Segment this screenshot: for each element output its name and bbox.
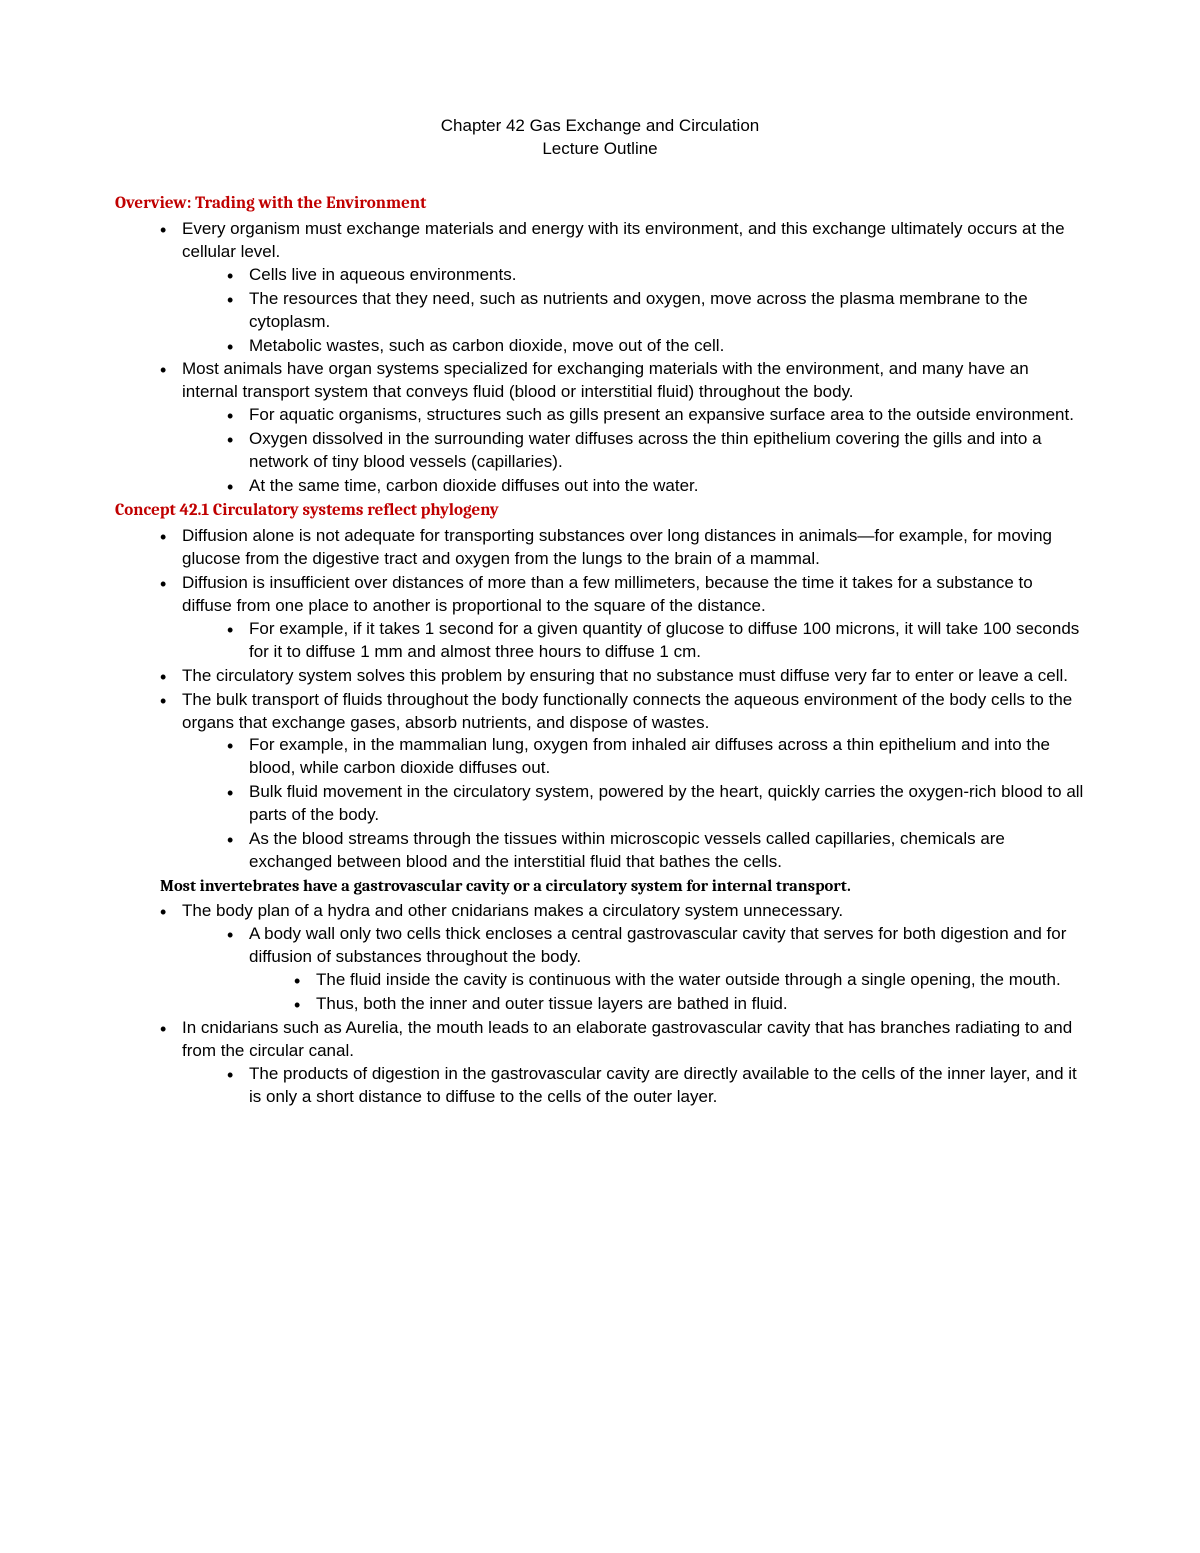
list-item: A body wall only two cells thick enclose… — [227, 923, 1085, 1016]
list-item: Diffusion alone is not adequate for tran… — [160, 525, 1085, 571]
overview-heading: Overview: Trading with the Environment — [115, 193, 1085, 216]
bullet-text: The bulk transport of fluids throughout … — [182, 690, 1072, 732]
bullet-text: A body wall only two cells thick enclose… — [249, 924, 1066, 966]
list-item: Diffusion is insufficient over distances… — [160, 572, 1085, 664]
list-item: The circulatory system solves this probl… — [160, 665, 1085, 688]
bullet-text: For aquatic organisms, structures such a… — [249, 405, 1074, 424]
chapter-title: Chapter 42 Gas Exchange and Circulation — [115, 115, 1085, 138]
bullet-text: Oxygen dissolved in the surrounding wate… — [249, 429, 1042, 471]
bullet-text: In cnidarians such as Aurelia, the mouth… — [182, 1018, 1072, 1060]
bullet-text: Every organism must exchange materials a… — [182, 219, 1065, 261]
bullet-text: Cells live in aqueous environments. — [249, 265, 516, 284]
list-item: The products of digestion in the gastrov… — [227, 1063, 1085, 1109]
subtitle: Lecture Outline — [115, 138, 1085, 161]
list-item: For example, in the mammalian lung, oxyg… — [227, 734, 1085, 780]
bullet-text: Metabolic wastes, such as carbon dioxide… — [249, 336, 724, 355]
bullet-text: The fluid inside the cavity is continuou… — [316, 970, 1061, 989]
bullet-text: Bulk fluid movement in the circulatory s… — [249, 782, 1083, 824]
list-item: The body plan of a hydra and other cnida… — [160, 900, 1085, 1016]
bullet-text: For example, in the mammalian lung, oxyg… — [249, 735, 1050, 777]
list-item: For aquatic organisms, structures such a… — [227, 404, 1085, 427]
bullet-text: Diffusion alone is not adequate for tran… — [182, 526, 1052, 568]
bullet-text: As the blood streams through the tissues… — [249, 829, 1005, 871]
document-title-block: Chapter 42 Gas Exchange and Circulation … — [115, 115, 1085, 161]
concept-list: Diffusion alone is not adequate for tran… — [115, 525, 1085, 874]
list-item: Cells live in aqueous environments. — [227, 264, 1085, 287]
bullet-text: The resources that they need, such as nu… — [249, 289, 1028, 331]
list-item: Most animals have organ systems speciali… — [160, 358, 1085, 498]
bullet-text: The body plan of a hydra and other cnida… — [182, 901, 843, 920]
bullet-text: At the same time, carbon dioxide diffuse… — [249, 476, 699, 495]
list-item: At the same time, carbon dioxide diffuse… — [227, 475, 1085, 498]
list-item: The resources that they need, such as nu… — [227, 288, 1085, 334]
concept-heading: Concept 42.1 Circulatory systems reflect… — [115, 500, 1085, 523]
bullet-text: Diffusion is insufficient over distances… — [182, 573, 1033, 615]
bullet-text: Thus, both the inner and outer tissue la… — [316, 994, 788, 1013]
overview-list: Every organism must exchange materials a… — [115, 218, 1085, 498]
list-item: Oxygen dissolved in the surrounding wate… — [227, 428, 1085, 474]
list-item: The bulk transport of fluids throughout … — [160, 689, 1085, 875]
list-item: As the blood streams through the tissues… — [227, 828, 1085, 874]
list-item: Bulk fluid movement in the circulatory s… — [227, 781, 1085, 827]
sub-heading: Most invertebrates have a gastrovascular… — [160, 876, 1085, 898]
bullet-text: For example, if it takes 1 second for a … — [249, 619, 1079, 661]
list-item: In cnidarians such as Aurelia, the mouth… — [160, 1017, 1085, 1109]
list-item: For example, if it takes 1 second for a … — [227, 618, 1085, 664]
list-item: Every organism must exchange materials a… — [160, 218, 1085, 358]
subheading-list: The body plan of a hydra and other cnida… — [115, 900, 1085, 1108]
list-item: Thus, both the inner and outer tissue la… — [294, 993, 1085, 1016]
bullet-text: The products of digestion in the gastrov… — [249, 1064, 1077, 1106]
bullet-text: The circulatory system solves this probl… — [182, 666, 1068, 685]
bullet-text: Most animals have organ systems speciali… — [182, 359, 1029, 401]
list-item: Metabolic wastes, such as carbon dioxide… — [227, 335, 1085, 358]
list-item: The fluid inside the cavity is continuou… — [294, 969, 1085, 992]
